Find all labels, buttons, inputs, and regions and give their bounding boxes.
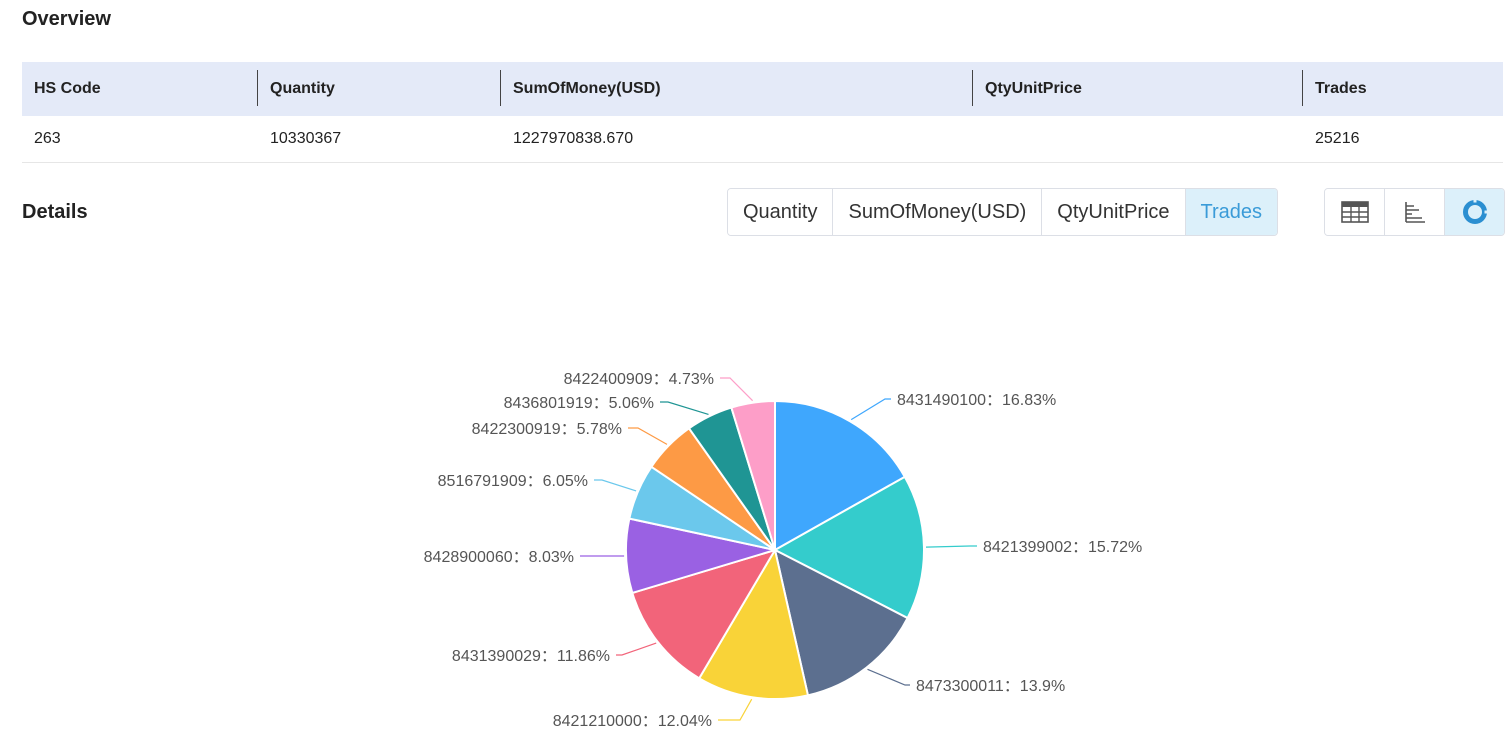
leader-line [616, 642, 657, 656]
pie-view-button[interactable] [1445, 189, 1504, 235]
header-trades: Trades [1315, 80, 1367, 97]
pie-chart: 8431490100：16.83% 8421399002：15.72% 847330… [424, 371, 1143, 730]
overview-table: HS Code Quantity SumOfMoney(USD) QtyUnit… [22, 62, 1503, 163]
slice-label: 8421210000：12.04% [553, 713, 712, 730]
leader-line [660, 401, 709, 415]
header-sum-of-money: SumOfMoney(USD) [513, 80, 661, 97]
pie-slice[interactable] [730, 399, 776, 551]
details-title: Details [22, 201, 88, 223]
bar-chart-icon [1404, 202, 1425, 223]
metric-tabs: Quantity SumOfMoney(USD) QtyUnitPrice Tr… [727, 188, 1279, 236]
slice-label: 8422300919：5.78% [472, 421, 622, 438]
leader-line [594, 479, 637, 492]
leader-line [628, 427, 668, 445]
slice-label: 8473300011：13.9% [916, 678, 1065, 695]
header-hs-code: HS Code [34, 80, 101, 97]
column-divider[interactable] [257, 70, 258, 106]
slice-label: 8422400909：4.73% [564, 371, 714, 388]
pie-slice[interactable] [774, 399, 907, 552]
table-row: 263 10330367 1227970838.670 25216 [22, 116, 1503, 163]
table-header-row: HS Code Quantity SumOfMoney(USD) QtyUnit… [22, 62, 1503, 116]
tab-qty-unit-price[interactable]: QtyUnitPrice [1042, 189, 1186, 235]
table-view-button[interactable] [1325, 189, 1385, 235]
table-icon [1340, 201, 1369, 223]
cell-sum-of-money: 1227970838.670 [513, 130, 634, 147]
cell-hs-code: 263 [34, 130, 61, 147]
column-divider[interactable] [1302, 70, 1303, 106]
slice-label: 8431390029：11.86% [452, 648, 610, 665]
pie-slice[interactable] [773, 548, 909, 697]
bar-view-button[interactable] [1385, 189, 1445, 235]
leader-line [718, 698, 753, 721]
slice-label: 8516791909：6.05% [438, 473, 588, 490]
leader-line [850, 398, 891, 421]
cell-quantity: 10330367 [270, 130, 342, 147]
tab-sum-of-money[interactable]: SumOfMoney(USD) [833, 189, 1043, 235]
leader-line [925, 545, 977, 548]
pie-slice[interactable] [697, 547, 810, 700]
tab-trades[interactable]: Trades [1185, 189, 1278, 235]
cell-trades: 25216 [1315, 130, 1360, 147]
slice-label: 8436801919：5.06% [504, 395, 654, 412]
pie-chart-icon [1462, 198, 1488, 224]
overview-title: Overview [22, 8, 111, 30]
pie-slice[interactable] [772, 475, 925, 620]
tab-quantity[interactable]: Quantity [728, 189, 834, 235]
slice-label: 8421399002：15.72% [983, 539, 1142, 556]
view-switcher [1324, 188, 1505, 236]
leader-line [867, 668, 910, 686]
pie-slice[interactable] [631, 548, 778, 680]
header-qty-unit-price: QtyUnitPrice [985, 80, 1082, 97]
slice-label: 8428900060：8.03% [424, 549, 574, 566]
slice-label: 8431490100：16.83% [897, 392, 1056, 409]
column-divider[interactable] [972, 70, 973, 106]
header-quantity: Quantity [270, 80, 335, 97]
leader-line [720, 377, 754, 402]
column-divider[interactable] [500, 70, 501, 106]
